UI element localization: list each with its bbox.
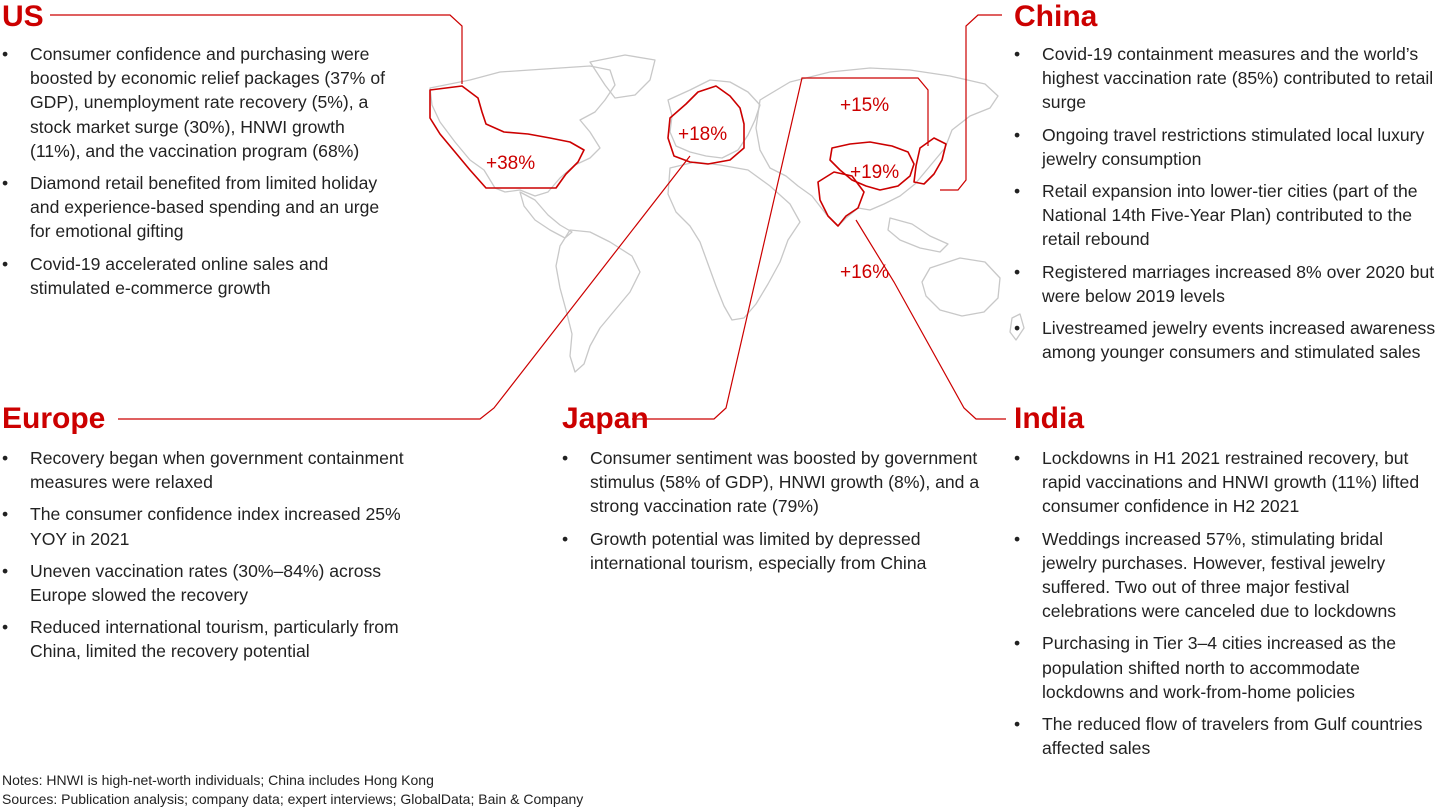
us-bullet-2: Diamond retail benefited from limited ho…: [2, 171, 397, 244]
china-bullet-3: Retail expansion into lower-tier cities …: [1014, 179, 1438, 252]
europe-bullet-list: Recovery began when government containme…: [2, 446, 412, 672]
north-america-outline: [429, 65, 616, 197]
us-title: US: [2, 0, 44, 33]
europe-title: Europe: [2, 402, 106, 435]
europe-bullet-2: The consumer confidence index increased …: [2, 502, 412, 550]
central-america-outline: [519, 191, 573, 239]
japan-connector: [632, 77, 929, 420]
europe-bullet-4: Reduced international tourism, particula…: [2, 615, 412, 663]
india-bullet-4: The reduced flow of travelers from Gulf …: [1014, 712, 1438, 760]
japan-growth-label: +15%: [840, 95, 890, 116]
africa-outline: [667, 161, 801, 321]
india-highlight: [817, 171, 865, 227]
china-bullet-1: Covid-19 containment measures and the wo…: [1014, 42, 1438, 115]
sources-text: Sources: Publication analysis; company d…: [2, 791, 584, 807]
china-connector: [940, 14, 1002, 191]
japan-bullet-2: Growth potential was limited by depresse…: [562, 527, 982, 575]
highlight-regions: [429, 85, 947, 227]
us-bullet-list: Consumer confidence and purchasing were …: [2, 42, 397, 308]
india-connector: [855, 219, 1006, 420]
australia-outline: [921, 257, 1001, 317]
india-bullet-list: Lockdowns in H1 2021 restrained recovery…: [1014, 446, 1438, 768]
china-growth-label: +19%: [850, 162, 900, 183]
connector-lines: [50, 14, 1006, 420]
us-connector: [50, 14, 463, 84]
us-bullet-1: Consumer confidence and purchasing were …: [2, 42, 397, 163]
southeast-asia-outline: [887, 217, 949, 253]
india-growth-label: +16%: [840, 262, 890, 283]
japan-bullet-list: Consumer sentiment was boosted by govern…: [562, 446, 982, 583]
asia-outline: [755, 67, 999, 227]
china-bullet-list: Covid-19 containment measures and the wo…: [1014, 42, 1438, 372]
japan-bullet-1: Consumer sentiment was boosted by govern…: [562, 446, 982, 519]
us-bullet-3: Covid-19 accelerated online sales and st…: [2, 252, 397, 300]
continent-outlines: [429, 54, 1025, 373]
india-bullet-3: Purchasing in Tier 3–4 cities increased …: [1014, 631, 1438, 704]
greenland-outline: [589, 54, 656, 99]
china-bullet-4: Registered marriages increased 8% over 2…: [1014, 260, 1438, 308]
us-growth-label: +38%: [486, 153, 536, 174]
europe-growth-label: +18%: [678, 124, 728, 145]
europe-connector: [118, 155, 691, 420]
india-bullet-2: Weddings increased 57%, stimulating brid…: [1014, 527, 1438, 624]
china-bullet-2: Ongoing travel restrictions stimulated l…: [1014, 123, 1438, 171]
europe-outline: [667, 79, 761, 159]
india-title: India: [1014, 402, 1085, 435]
china-bullet-5: Livestreamed jewelry events increased aw…: [1014, 316, 1438, 364]
china-title: China: [1014, 0, 1098, 33]
south-america-outline: [555, 229, 641, 373]
india-bullet-1: Lockdowns in H1 2021 restrained recovery…: [1014, 446, 1438, 519]
europe-bullet-3: Uneven vaccination rates (30%–84%) acros…: [2, 559, 412, 607]
notes-text: Notes: HNWI is high-net-worth individual…: [2, 772, 434, 788]
japan-title: Japan: [562, 402, 649, 435]
europe-highlight: [667, 85, 745, 165]
europe-bullet-1: Recovery began when government containme…: [2, 446, 412, 494]
japan-highlight: [913, 137, 947, 185]
us-highlight: [429, 85, 585, 189]
china-highlight: [829, 141, 915, 191]
